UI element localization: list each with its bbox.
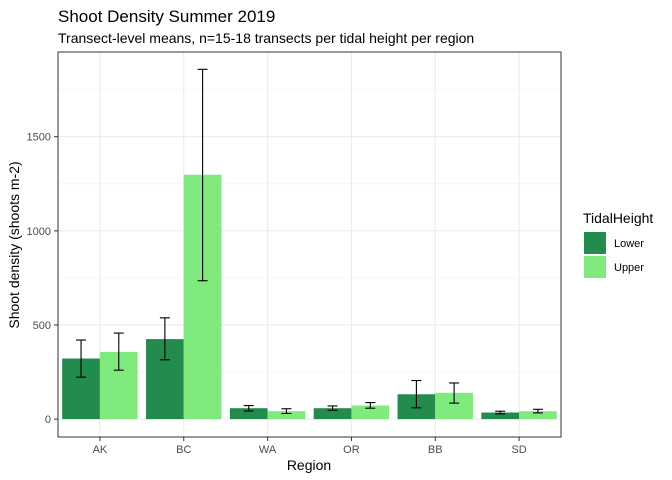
bar-OR-upper bbox=[351, 405, 390, 420]
x-tick-label: WA bbox=[259, 444, 277, 456]
error-bar-WA-lower bbox=[243, 405, 254, 412]
legend-swatch-lower bbox=[584, 232, 606, 254]
legend: TidalHeight Lower Upper bbox=[583, 210, 653, 278]
error-bar-BB-upper bbox=[449, 382, 460, 404]
error-bar-BC-lower bbox=[159, 317, 170, 361]
bar-SD-upper bbox=[519, 411, 557, 420]
error-bar-OR-lower bbox=[327, 405, 338, 411]
x-axis: AK BC WA OR BB SD bbox=[93, 437, 527, 456]
legend-title: TidalHeight bbox=[583, 210, 653, 226]
error-bar-AK-upper bbox=[113, 332, 124, 371]
error-bar-BC-upper bbox=[197, 68, 208, 282]
y-tick-label: 1000 bbox=[27, 226, 51, 238]
bar-OR-lower bbox=[313, 408, 352, 420]
plot-panel bbox=[58, 52, 561, 437]
error-bar-SD-upper bbox=[532, 408, 543, 414]
error-bars bbox=[76, 68, 543, 415]
y-axis: 0 500 1000 1500 bbox=[27, 132, 58, 426]
legend-label-lower: Lower bbox=[614, 238, 644, 250]
bars bbox=[62, 174, 557, 420]
error-bar-OR-upper bbox=[365, 401, 376, 409]
y-axis-title: Shoot density (shoots m-2) bbox=[6, 161, 22, 328]
x-tick-label: BB bbox=[428, 444, 443, 456]
bar-WA-upper bbox=[267, 411, 306, 420]
y-tick-label: 0 bbox=[45, 414, 51, 426]
legend-label-upper: Upper bbox=[614, 262, 644, 274]
bar-SD-lower bbox=[481, 412, 520, 420]
x-tick-label: OR bbox=[343, 444, 360, 456]
x-tick-label: AK bbox=[93, 444, 108, 456]
error-bar-BB-lower bbox=[411, 379, 422, 409]
y-tick-label: 1500 bbox=[27, 132, 51, 144]
chart-title: Shoot Density Summer 2019 bbox=[58, 7, 275, 26]
bar-WA-lower bbox=[229, 408, 268, 420]
legend-swatch-upper bbox=[584, 256, 606, 278]
plot-border bbox=[57, 51, 562, 438]
plot-area bbox=[57, 51, 562, 438]
error-bar-AK-lower bbox=[76, 339, 87, 378]
x-axis-title: Region bbox=[287, 457, 331, 473]
x-tick-label: BC bbox=[176, 444, 191, 456]
x-tick-label: SD bbox=[511, 444, 526, 456]
error-bar-SD-lower bbox=[495, 410, 506, 415]
error-bar-WA-upper bbox=[281, 408, 292, 415]
y-tick-label: 500 bbox=[33, 320, 51, 332]
chart-subtitle: Transect-level means, n=15-18 transects … bbox=[58, 30, 474, 46]
